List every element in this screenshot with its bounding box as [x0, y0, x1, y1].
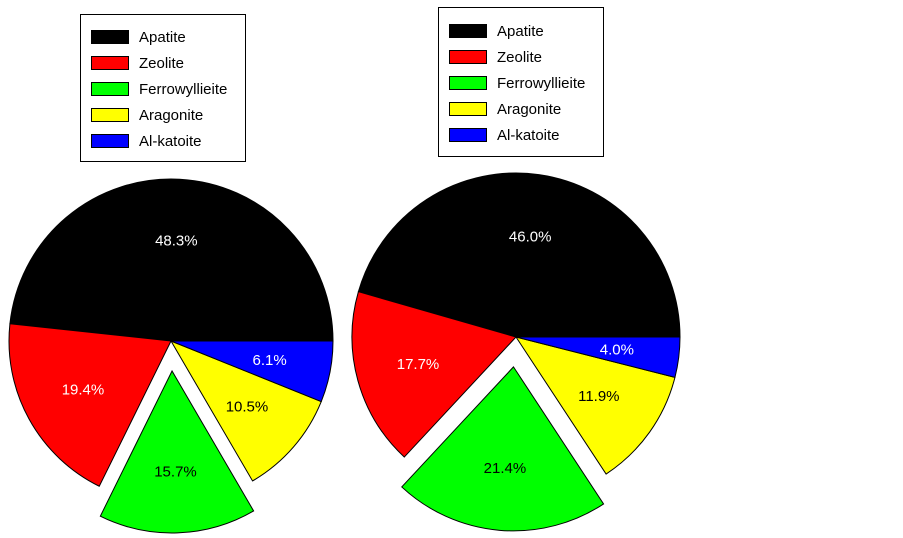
legend-swatch-zeolite — [449, 50, 487, 64]
legend-swatch-ferrowyllieite — [91, 82, 129, 96]
legend-item-al-katoite: Al-katoite — [91, 132, 202, 150]
legend-label: Zeolite — [139, 54, 185, 72]
pie-plot: 46.0% 17.7% 21.4% 11.9% 4.0% — [351, 172, 681, 532]
slice-label-ferrowyllieite: 21.4% — [484, 460, 527, 477]
legend-item-aragonite: Aragonite — [449, 100, 562, 118]
pie-slice-ferrowyllieite — [99, 369, 255, 534]
legend: Apatite Zeolite Ferrowyllieite Aragonite… — [80, 14, 246, 162]
legend-item-zeolite: Zeolite — [449, 48, 543, 66]
legend-label: Aragonite — [139, 106, 204, 124]
legend-label: Ferrowyllieite — [497, 74, 586, 92]
legend-item-ferrowyllieite: Ferrowyllieite — [91, 80, 228, 98]
legend-item-aragonite: Aragonite — [91, 106, 204, 124]
legend-label: Aragonite — [497, 100, 562, 118]
slice-label-zeolite: 17.7% — [397, 356, 440, 373]
legend-swatch-zeolite — [91, 56, 129, 70]
legend-label: Al-katoite — [139, 132, 202, 150]
pie-slice-al-katoite — [170, 340, 334, 403]
pie-slice-zeolite — [8, 323, 172, 487]
pie-plot: 48.3% 19.4% 15.7% 10.5% 6.1% — [8, 178, 334, 534]
slice-label-aragonite: 10.5% — [226, 399, 269, 416]
legend-item-apatite: Apatite — [91, 28, 186, 46]
legend-label: Apatite — [497, 22, 544, 40]
slice-label-al-katoite: 6.1% — [252, 352, 286, 369]
pie-slice-apatite — [357, 172, 681, 338]
legend-label: Apatite — [139, 28, 186, 46]
pie-slice-apatite — [9, 178, 334, 342]
legend-swatch-ferrowyllieite — [449, 76, 487, 90]
legend-label: Al-katoite — [497, 126, 560, 144]
slice-label-ferrowyllieite: 15.7% — [154, 463, 197, 480]
legend-label: Ferrowyllieite — [139, 80, 228, 98]
pie-slice-zeolite — [351, 291, 517, 458]
slice-label-aragonite: 11.9% — [578, 388, 619, 405]
legend-swatch-aragonite — [449, 102, 487, 116]
legend-swatch-al-katoite — [449, 128, 487, 142]
slice-label-apatite: 46.0% — [509, 228, 552, 245]
legend: Apatite Zeolite Ferrowyllieite Aragonite… — [438, 7, 604, 157]
pie-chart-left: Apatite Zeolite Ferrowyllieite Aragonite… — [0, 0, 350, 538]
pie-slice-aragonite — [514, 336, 676, 475]
legend-item-ferrowyllieite: Ferrowyllieite — [449, 74, 586, 92]
legend-label: Zeolite — [497, 48, 543, 66]
legend-item-zeolite: Zeolite — [91, 54, 185, 72]
pie-slice-al-katoite — [515, 336, 681, 378]
pie-slice-aragonite — [169, 339, 322, 482]
slice-label-apatite: 48.3% — [155, 233, 198, 250]
legend-swatch-al-katoite — [91, 134, 129, 148]
slice-label-al-katoite: 4.0% — [600, 342, 634, 359]
pie-chart-right: Apatite Zeolite Ferrowyllieite Aragonite… — [350, 0, 720, 538]
legend-swatch-apatite — [91, 30, 129, 44]
legend-swatch-apatite — [449, 24, 487, 38]
slice-label-zeolite: 19.4% — [62, 381, 105, 398]
legend-swatch-aragonite — [91, 108, 129, 122]
pie-slice-ferrowyllieite — [401, 366, 605, 532]
legend-item-al-katoite: Al-katoite — [449, 126, 560, 144]
legend-item-apatite: Apatite — [449, 22, 544, 40]
